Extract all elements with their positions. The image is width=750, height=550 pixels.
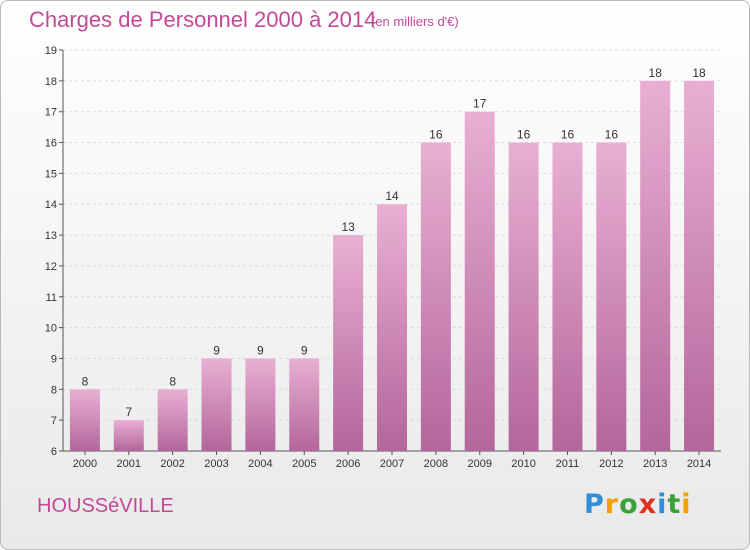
bar-value-label: 16	[605, 128, 619, 142]
bar	[201, 358, 232, 451]
bar-value-label: 16	[517, 128, 531, 142]
y-tick-label: 11	[46, 292, 57, 304]
bar	[377, 204, 407, 451]
x-tick-label: 2008	[424, 458, 448, 470]
y-tick-label: 8	[51, 384, 57, 396]
logo-letter: r	[604, 489, 620, 520]
bar	[508, 142, 539, 452]
bar	[157, 389, 188, 451]
x-tick-label: 2014	[687, 458, 711, 470]
bar	[69, 389, 100, 451]
bar-value-label: 8	[82, 374, 89, 388]
x-tick-label: 2012	[599, 458, 623, 470]
bar	[289, 358, 320, 451]
x-tick-label: 2001	[117, 458, 141, 470]
bar	[245, 358, 276, 451]
proxiti-logo: Proxiti	[584, 489, 692, 520]
x-tick-label: 2005	[292, 458, 316, 470]
x-tick-label: 2003	[204, 458, 228, 470]
bar-value-label: 9	[257, 343, 264, 357]
logo-letter: P	[584, 489, 605, 520]
bar	[113, 420, 144, 451]
x-tick-label: 2009	[467, 458, 491, 470]
logo-letter: i	[657, 489, 668, 520]
x-tick-label: 2010	[511, 458, 535, 470]
bar-value-label: 7	[125, 405, 132, 419]
logo-letter: i	[681, 489, 692, 520]
x-tick-label: 2004	[248, 458, 272, 470]
y-tick-label: 7	[51, 415, 57, 427]
logo-letter: t	[667, 489, 682, 520]
chart-title: Charges de Personnel 2000 à 2014	[29, 7, 377, 32]
bar	[684, 80, 715, 451]
x-tick-label: 2002	[160, 458, 184, 470]
chart-subtitle: (en milliers d'€)	[371, 14, 459, 29]
logo-letter: o	[619, 489, 639, 520]
y-tick-label: 6	[51, 446, 57, 458]
bar	[596, 142, 627, 452]
x-tick-label: 2007	[380, 458, 404, 470]
y-tick-label: 16	[45, 138, 57, 150]
bar-value-label: 9	[213, 343, 220, 357]
bar-value-label: 8	[169, 374, 176, 388]
value-labels: 8 7 8 9 9 9 13 14 16 17 16 16 16 18 18	[82, 66, 706, 419]
bars	[69, 80, 715, 452]
x-tick-label: 2000	[73, 458, 97, 470]
bar-value-label: 9	[301, 343, 308, 357]
y-tick-label: 9	[51, 353, 57, 365]
bar	[333, 235, 364, 451]
x-tick-label: 2006	[336, 458, 360, 470]
bar-value-label: 14	[385, 189, 399, 203]
y-tick-label: 13	[45, 230, 57, 242]
x-tick-label: 2013	[643, 458, 667, 470]
bar	[420, 142, 451, 452]
bar-value-label: 13	[341, 220, 355, 234]
y-tick-label: 12	[45, 261, 57, 273]
bar-value-label: 16	[429, 128, 443, 142]
y-tick-label: 15	[45, 168, 57, 180]
y-tick-label: 19	[45, 45, 57, 57]
y-tick-label: 14	[45, 199, 57, 211]
y-tick-label: 18	[45, 76, 57, 88]
x-tick-label: 2011	[556, 458, 580, 470]
bar	[464, 111, 495, 451]
bar-value-label: 16	[561, 128, 575, 142]
commune-name: HOUSSéVILLE	[37, 495, 174, 517]
bar-value-label: 17	[473, 97, 487, 111]
bar-value-label: 18	[692, 66, 706, 80]
y-tick-label: 10	[45, 323, 57, 335]
y-axis-ticks: 6 7 8 9 10 11 12 13 14 15 16 17 18 19	[45, 45, 57, 458]
bar-value-label: 18	[649, 66, 663, 80]
x-axis-ticks: 2000 2001 2002 2003 2004 2005 2006 2007 2008 2009…	[73, 458, 712, 470]
logo-letter: x	[638, 489, 658, 520]
bar	[552, 142, 583, 452]
y-tick-label: 17	[45, 107, 57, 119]
bar	[640, 80, 671, 451]
